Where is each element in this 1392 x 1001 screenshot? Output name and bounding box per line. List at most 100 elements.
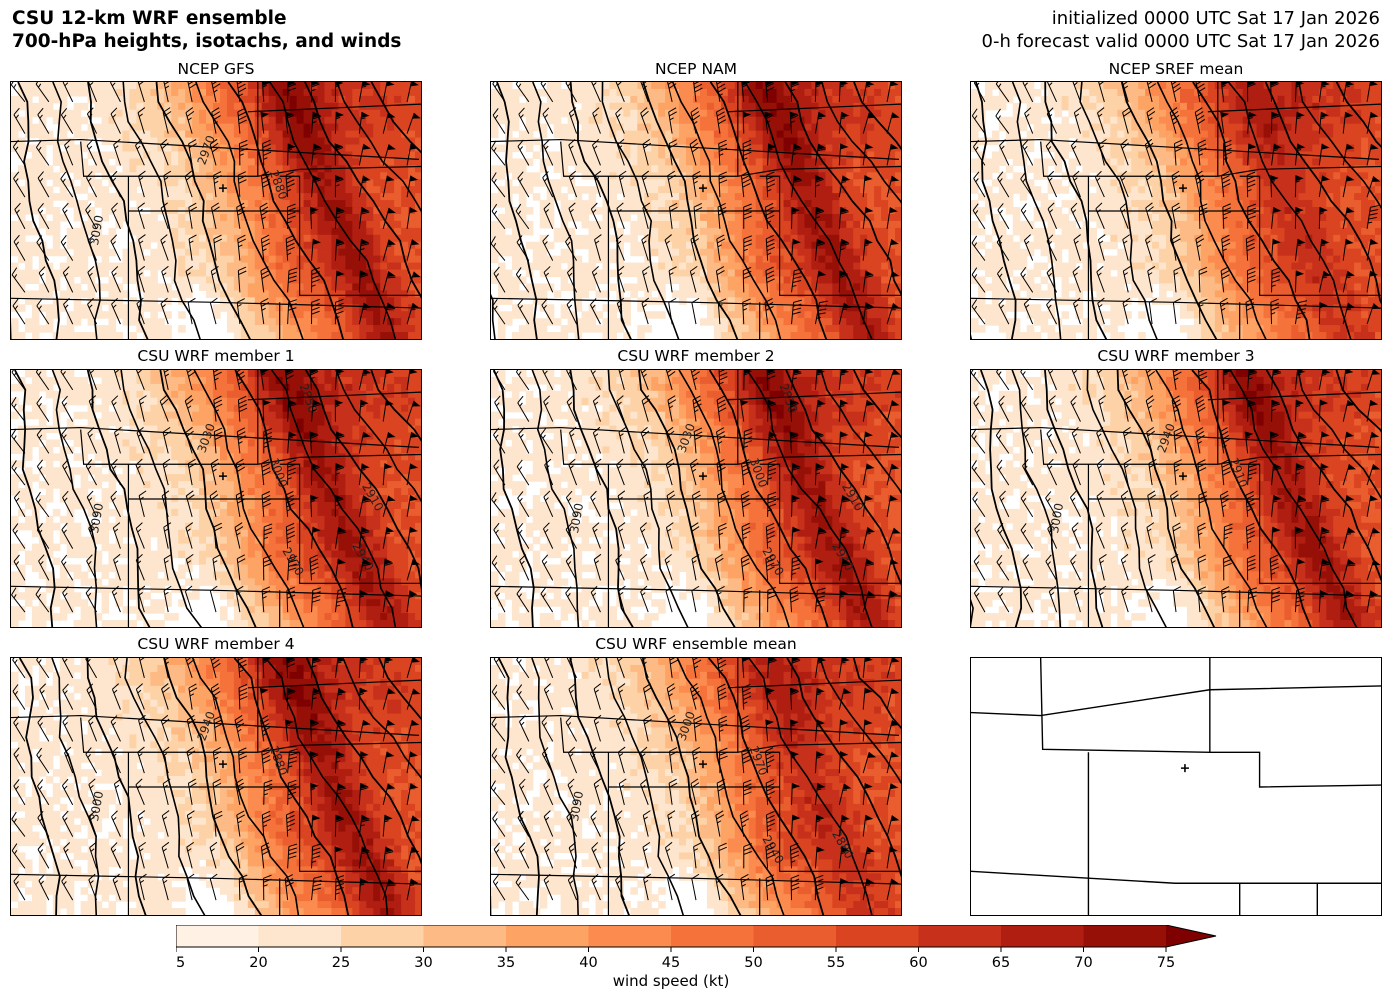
isotach-cell — [623, 123, 631, 132]
isotach-cell — [895, 130, 901, 139]
isotach-cell — [129, 102, 137, 111]
isotach-cell — [567, 151, 576, 160]
isotach-cell — [192, 144, 200, 153]
isotach-cell — [317, 332, 326, 339]
isotach-cell — [338, 116, 346, 125]
isotach-cell — [38, 144, 47, 153]
isotach-cell — [373, 151, 381, 160]
isotach-cell — [825, 262, 833, 271]
isotach-cell — [504, 290, 513, 298]
isotach-cell — [734, 88, 743, 97]
isotach-cell — [52, 193, 61, 201]
isotach-cell — [553, 165, 562, 173]
isotach-cell — [539, 144, 548, 153]
isotach-cell — [171, 220, 179, 229]
isotach-cell — [734, 179, 743, 187]
isotach-cell — [797, 318, 806, 326]
isotach-cell — [797, 255, 806, 264]
isotach-cell — [693, 95, 701, 104]
isotach-cell — [219, 151, 228, 160]
isotach-cell — [366, 186, 374, 194]
isotach-cell — [401, 82, 409, 90]
isotach-cell — [324, 200, 333, 208]
isotach-cell — [296, 332, 305, 339]
isotach-cell — [672, 151, 680, 160]
isotach-cell — [17, 276, 26, 285]
isotach-cell — [415, 88, 421, 97]
isotach-cell — [94, 234, 103, 243]
isotach-cell — [171, 144, 179, 153]
isotach-cell — [776, 262, 785, 271]
isotach-cell — [741, 137, 750, 146]
isotach-cell — [658, 137, 666, 146]
isotach-cell — [31, 102, 40, 111]
isotach-cell — [727, 220, 736, 229]
isotach-cell — [755, 151, 764, 160]
barb-half-flag — [62, 178, 66, 183]
isotach-cell — [380, 151, 388, 160]
isotach-cell — [769, 269, 778, 278]
isotach-cell — [567, 102, 576, 111]
isotach-cell — [254, 213, 263, 222]
isotach-cell — [853, 269, 861, 278]
isotach-cell — [310, 130, 319, 139]
isotach-cell — [491, 220, 499, 229]
isotach-cell — [338, 165, 346, 173]
barb-flag — [616, 202, 624, 209]
isotach-cell — [317, 109, 326, 118]
isotach-cell — [143, 262, 151, 271]
isotach-cell — [171, 88, 179, 97]
isotach-cell — [699, 283, 708, 291]
isotach-cell — [825, 172, 833, 180]
isotach-cell — [567, 255, 576, 264]
isotach-cell — [602, 262, 611, 271]
isotach-cell — [345, 207, 353, 215]
barb-flag — [12, 139, 19, 148]
isotach-cell — [895, 234, 901, 243]
barb-half-flag — [15, 178, 19, 183]
isotach-cell — [52, 220, 61, 229]
isotach-cell — [303, 262, 312, 271]
isotach-cell — [727, 200, 736, 208]
isotach-cell — [888, 179, 896, 187]
barb-flag — [668, 107, 677, 113]
isotach-cell — [595, 276, 604, 285]
isotach-cell — [679, 276, 687, 285]
wind-barb — [641, 234, 649, 261]
isotach-cell — [713, 130, 722, 139]
isotach-cell — [811, 144, 819, 153]
isotach-cell — [881, 269, 889, 278]
barb-flag — [237, 171, 246, 176]
isotach-cell — [373, 158, 381, 166]
isotach-cell — [546, 304, 555, 312]
isotach-cell — [693, 248, 701, 257]
isotach-cell — [741, 151, 750, 160]
barb-flag — [263, 151, 272, 156]
isotach-cell — [616, 95, 624, 104]
isotach-cell — [686, 151, 694, 160]
isotach-cell — [818, 213, 826, 222]
isotach-cell — [338, 88, 346, 97]
barb-staff — [382, 302, 389, 325]
isotach-cell — [567, 311, 576, 319]
barb-half-flag — [592, 209, 597, 213]
isotach-cell — [240, 88, 249, 97]
isotach-cell — [24, 290, 33, 298]
isotach-cell — [115, 88, 124, 97]
isotach-cell — [895, 318, 901, 326]
isotach-cell — [825, 248, 833, 257]
isotach-cell — [818, 304, 826, 312]
wind-barb — [592, 138, 601, 166]
isotach-cell — [693, 130, 701, 139]
isotach-cell — [679, 95, 687, 104]
isotach-cell — [776, 144, 785, 153]
wind-barb — [334, 207, 345, 229]
isotach-cell — [741, 116, 750, 125]
isotach-cell — [553, 88, 562, 97]
isotach-cell — [713, 200, 722, 208]
isotach-cell — [324, 186, 333, 194]
isotach-cell — [289, 304, 298, 312]
barb-flag — [617, 82, 625, 86]
isotach-cell — [331, 102, 339, 111]
isotach-cell — [741, 193, 750, 201]
